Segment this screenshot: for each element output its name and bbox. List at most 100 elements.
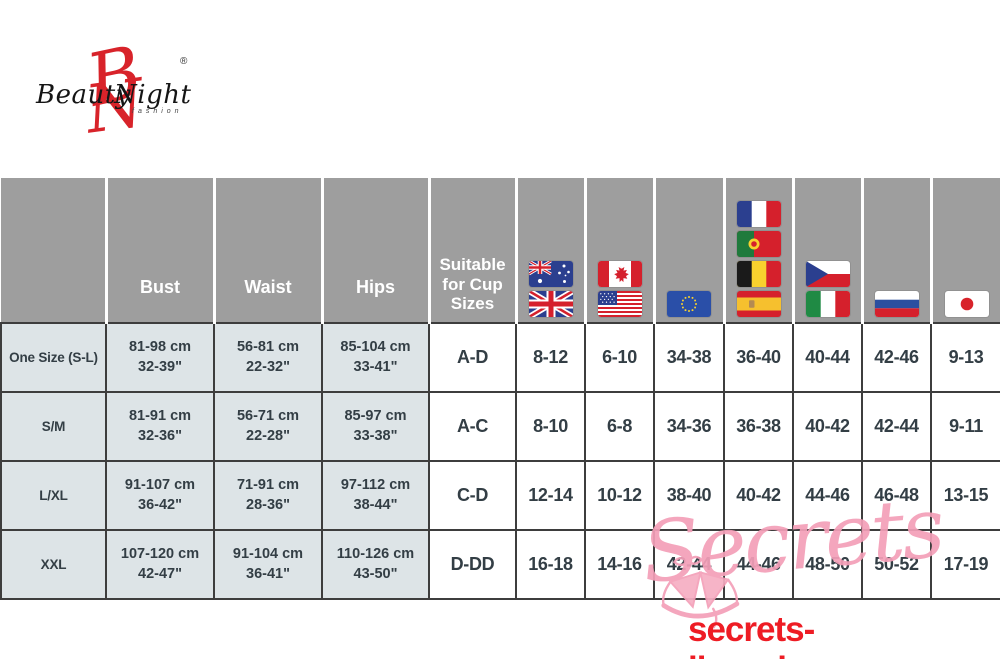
header-waist: Waist xyxy=(214,178,324,323)
header-column-cz-it xyxy=(793,178,864,323)
header-column-fr-pt-be-es xyxy=(724,178,795,323)
eu-size-cell: 34-36 xyxy=(653,391,725,462)
au-uk-size-cell: 16-18 xyxy=(515,529,586,600)
flag-stack xyxy=(658,291,721,317)
czech-flag-icon xyxy=(805,261,850,287)
fr-pt-be-es-size-cell: 36-38 xyxy=(723,391,794,462)
logo-brand-first-word: Beauty xyxy=(36,80,131,110)
bust-in: 36-42" xyxy=(138,496,182,513)
header-column-jp xyxy=(931,178,1000,323)
bust-cm: 81-98 cm xyxy=(128,338,192,355)
jp-size-cell: 9-11 xyxy=(930,391,1000,462)
hips-in: 33-38" xyxy=(353,427,398,444)
hips-in: 38-44" xyxy=(353,496,398,513)
size-cell: XXL xyxy=(0,529,107,600)
fr-pt-be-es-size-cell: 44-46 xyxy=(723,529,794,600)
header-cup-sizes: Suitable for Cup Sizes xyxy=(429,178,518,323)
table-row-one-size: One Size (S-L) 81-98 cm 32-39" 56-81 cm 22… xyxy=(0,322,1000,393)
bust-in: 32-36" xyxy=(138,427,182,444)
belgium-flag-icon xyxy=(736,261,781,287)
table-row-xxl: XXL 107-120 cm 42-47" 91-104 cm 36-41" 110… xyxy=(0,529,1000,600)
bust-cm: 81-91 cm xyxy=(128,407,192,424)
size-cell: S/M xyxy=(0,391,107,462)
logo-subtitle: fashion xyxy=(132,108,183,115)
header-column-au-uk xyxy=(516,178,587,323)
bust-cell: 107-120 cm 42-47" xyxy=(105,529,215,600)
waist-in: 36-41" xyxy=(246,565,290,582)
usa-flag-icon xyxy=(597,291,642,317)
table-row-sm: S/M 81-91 cm 32-36" 56-71 cm 22-28" 85-97 … xyxy=(0,391,1000,462)
bust-in: 42-47" xyxy=(138,565,182,582)
bust-cell: 81-98 cm 32-39" xyxy=(105,322,215,393)
eu-size-cell: 42-44 xyxy=(653,529,725,600)
size-chart-table: Bust Waist Hips Suitable for Cup Sizes xyxy=(0,178,1000,600)
ru-size-cell: 50-52 xyxy=(861,529,932,600)
hips-in: 43-50" xyxy=(353,565,398,582)
flag-stack xyxy=(728,201,790,317)
size-cell: One Size (S-L) xyxy=(0,322,107,393)
flag-stack xyxy=(866,291,928,317)
waist-cm: 71-91 cm xyxy=(236,476,300,493)
cz-it-size-cell: 44-46 xyxy=(792,460,863,531)
header-bust: Bust xyxy=(106,178,216,323)
cup-size-cell: C-D xyxy=(428,460,517,531)
hips-cell: 85-97 cm 33-38" xyxy=(321,391,430,462)
fr-pt-be-es-size-cell: 36-40 xyxy=(723,322,794,393)
flag-stack xyxy=(520,261,582,317)
waist-in: 28-36" xyxy=(246,496,290,513)
hips-cell: 85-104 cm 33-41" xyxy=(321,322,430,393)
header-row: Bust Waist Hips Suitable for Cup Sizes xyxy=(1,178,1000,323)
bust-in: 32-39" xyxy=(138,358,182,375)
waist-in: 22-32" xyxy=(246,358,290,375)
australia-flag-icon xyxy=(528,261,573,287)
au-uk-size-cell: 8-10 xyxy=(515,391,586,462)
eu-flag-icon xyxy=(667,291,711,317)
eu-size-cell: 38-40 xyxy=(653,460,725,531)
jp-size-cell: 17-19 xyxy=(930,529,1000,600)
waist-cm: 91-104 cm xyxy=(232,545,304,562)
eu-size-cell: 34-38 xyxy=(653,322,725,393)
hips-in: 33-41" xyxy=(353,358,398,375)
header-size-column xyxy=(1,178,108,323)
size-cell: L/XL xyxy=(0,460,107,531)
hips-cell: 110-126 cm 43-50" xyxy=(321,529,430,600)
jp-size-cell: 13-15 xyxy=(930,460,1000,531)
logo-brand-second-word: Night xyxy=(114,80,192,110)
waist-cell: 71-91 cm 28-36" xyxy=(213,460,323,531)
ru-size-cell: 42-46 xyxy=(861,322,932,393)
beauty-night-logo: B N Beauty Night ® fashion xyxy=(30,29,210,148)
table-row-lxl: L/XL 91-107 cm 36-42" 71-91 cm 28-36" 97-1… xyxy=(0,460,1000,531)
uk-flag-icon xyxy=(528,291,573,317)
jp-size-cell: 9-13 xyxy=(930,322,1000,393)
bust-cm: 91-107 cm xyxy=(124,476,196,493)
cup-size-cell: D-DD xyxy=(428,529,517,600)
waist-cell: 56-81 cm 22-32" xyxy=(213,322,323,393)
cup-size-cell: A-D xyxy=(428,322,517,393)
hips-cm: 85-104 cm xyxy=(340,338,411,355)
registered-trademark-symbol: ® xyxy=(180,56,188,67)
fr-pt-be-es-size-cell: 40-42 xyxy=(723,460,794,531)
ca-us-size-cell: 14-16 xyxy=(584,529,655,600)
hips-cm: 85-97 cm xyxy=(344,407,407,424)
waist-cell: 91-104 cm 36-41" xyxy=(213,529,323,600)
spain-flag-icon xyxy=(736,291,781,317)
flag-stack xyxy=(589,261,651,317)
ru-size-cell: 42-44 xyxy=(861,391,932,462)
hips-cell: 97-112 cm 38-44" xyxy=(321,460,430,531)
waist-cm: 56-81 cm xyxy=(236,338,300,355)
cz-it-size-cell: 40-44 xyxy=(792,322,863,393)
ru-size-cell: 46-48 xyxy=(861,460,932,531)
france-flag-icon xyxy=(736,201,781,227)
hips-cm: 97-112 cm xyxy=(340,476,411,493)
header-column-ru xyxy=(862,178,933,323)
waist-in: 22-28" xyxy=(246,427,290,444)
waist-cm: 56-71 cm xyxy=(236,407,300,424)
russia-flag-icon xyxy=(874,291,919,317)
website-domain: secrets-lingerie.com xyxy=(688,610,883,659)
header-column-ca-us xyxy=(585,178,656,323)
flag-stack xyxy=(935,291,1000,317)
hips-cm: 110-126 cm xyxy=(336,545,415,562)
ca-us-size-cell: 6-8 xyxy=(584,391,655,462)
header-hips: Hips xyxy=(322,178,431,323)
